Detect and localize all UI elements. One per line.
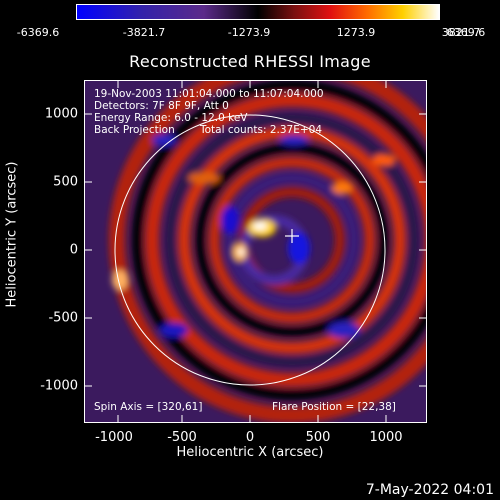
x-axis-label: Heliocentric X (arcsec) (176, 445, 324, 460)
colorbar-tick: 1273.9 (336, 26, 376, 39)
total-counts-info: Total counts: 2.37E+04 (200, 124, 323, 136)
rhessi-image (84, 80, 427, 423)
colorbar (76, 4, 440, 20)
x-tick-label: 0 (245, 430, 255, 445)
y-tick-label: 0 (69, 242, 78, 258)
colorbar-tick: 3821.7 (441, 26, 481, 39)
y-tick-label: 1000 (44, 106, 78, 122)
method-info: Back Projection (94, 124, 175, 136)
flare-marker (285, 229, 299, 243)
x-tick-label: 1000 (369, 430, 403, 445)
y-tick-label: 500 (53, 174, 78, 190)
detectors-info: Detectors: 7F 8F 9F, Att 0 (94, 100, 229, 112)
y-axis-label: Heliocentric Y (arcsec) (4, 161, 20, 308)
plot-frame (84, 80, 427, 423)
flare-position-info: Flare Position = [22,38] (272, 401, 396, 413)
x-tick-label: 500 (305, 430, 331, 445)
y-tick-label: -500 (48, 310, 78, 326)
timestamp: 7-May-2022 04:01 (365, 482, 494, 498)
x-tick-label: -500 (167, 430, 197, 445)
colorbar-tick: -1273.9 (227, 26, 271, 39)
colorbar-tick: -3821.7 (122, 26, 166, 39)
spin-axis-info: Spin Axis = [320,61] (94, 401, 203, 413)
x-tick-label: -1000 (95, 430, 133, 445)
image-title: Reconstructed RHESSI Image (129, 52, 371, 71)
y-tick-label: -1000 (40, 378, 78, 394)
observation-time: 19-Nov-2003 11:01:04.000 to 11:07:04.000 (94, 88, 324, 100)
ring-pattern (109, 80, 427, 423)
colorbar-tick: -6369.6 (16, 26, 60, 39)
solar-limb-circle (114, 114, 386, 386)
axis-ticks (84, 80, 427, 423)
colorbar-tick: 6369.6 (446, 26, 486, 39)
energy-range-info: Energy Range: 6.0 - 12.0 keV (94, 112, 248, 124)
